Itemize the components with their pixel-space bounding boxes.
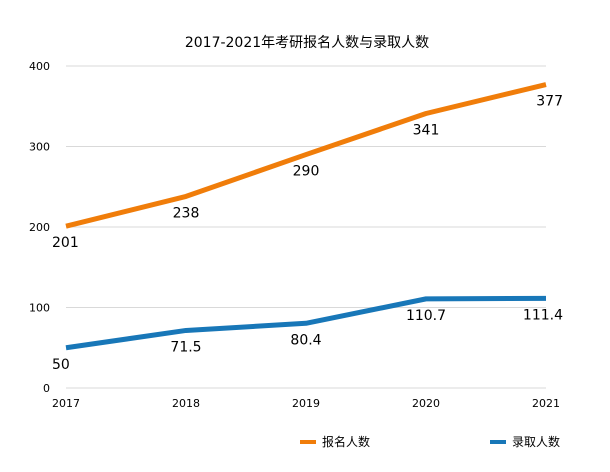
gridlines <box>66 65 546 389</box>
data-label: 238 <box>173 205 200 221</box>
data-label: 110.7 <box>406 308 446 324</box>
x-axis-ticks: 2017 2018 2019 2020 2021 <box>52 397 560 410</box>
data-label: 201 <box>52 235 79 251</box>
y-tick-label: 300 <box>29 141 50 154</box>
data-label: 80.4 <box>290 332 321 348</box>
y-tick-label: 100 <box>29 302 50 315</box>
data-label: 71.5 <box>170 339 201 355</box>
data-label: 50 <box>52 357 70 373</box>
y-tick-label: 0 <box>43 382 50 395</box>
data-label: 341 <box>413 122 440 138</box>
x-tick-label: 2017 <box>52 397 80 410</box>
series-line-2 <box>65 295 547 351</box>
x-tick-label: 2021 <box>532 397 560 410</box>
data-label: 377 <box>536 94 563 110</box>
legend-label: 报名人数 <box>322 434 370 449</box>
x-tick-label: 2019 <box>292 397 320 410</box>
y-axis-ticks: 0 100 200 300 400 <box>29 60 50 395</box>
data-label: 111.4 <box>523 307 563 323</box>
x-tick-label: 2020 <box>412 397 440 410</box>
data-labels: 201 238 290 341 377 50 71.5 80.4 110.7 111.4 <box>52 94 563 373</box>
legend: 报名人数 录取人数 <box>300 434 560 449</box>
series-lines <box>65 82 547 351</box>
x-tick-label: 2018 <box>172 397 200 410</box>
series-line-1 <box>65 82 547 229</box>
y-tick-label: 400 <box>29 60 50 73</box>
chart-title: 2017-2021年考研报名人数与录取人数 <box>185 35 429 51</box>
legend-label: 录取人数 <box>512 434 560 449</box>
data-label: 290 <box>293 164 320 180</box>
y-tick-label: 200 <box>29 221 50 234</box>
